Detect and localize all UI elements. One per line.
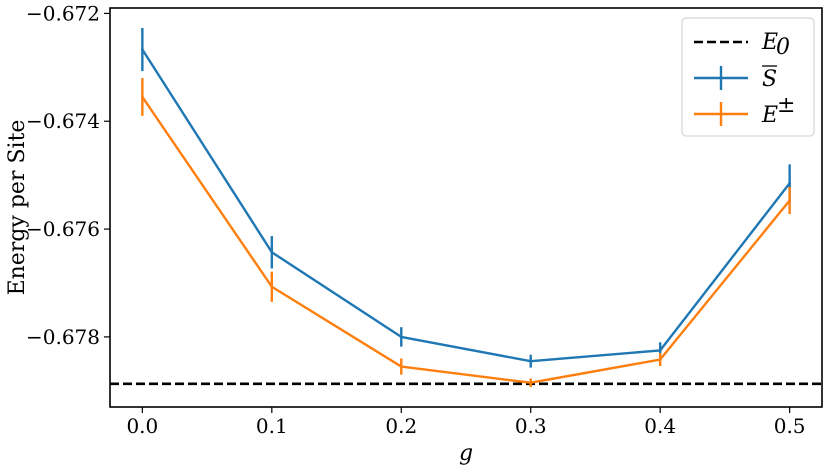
legend-label-reference: E: [761, 30, 778, 55]
axes: 0.0 0.1 0.2 0.3 0.4 0.5 −0.672 −0.674 −0.676 −0.6…: [5, 1, 823, 466]
legend-label-sup-1: ±: [777, 93, 795, 118]
y-tick-label: −0.674: [26, 109, 100, 133]
legend-label-series-1: E: [761, 103, 778, 128]
series-line-1: [141, 96, 791, 384]
y-tick-label: −0.672: [26, 1, 100, 25]
data-point-0-0: [140, 48, 144, 51]
x-tick-label: 0.5: [774, 414, 806, 438]
x-tick-label: 0.3: [515, 414, 547, 438]
legend-label-reference-sub: 0: [776, 35, 790, 60]
data-point-0-2: [399, 335, 403, 339]
plot-content: [110, 27, 822, 388]
series-line-0: [141, 48, 791, 363]
x-axis-label: g: [459, 441, 473, 466]
data-point-1-2: [399, 365, 403, 368]
plot-frame: [109, 7, 823, 408]
data-point-1-4: [658, 358, 662, 361]
y-tick-label: −0.678: [26, 325, 100, 349]
data-point-0-4: [658, 348, 662, 352]
y-axis-label: Energy per Site: [5, 120, 30, 296]
data-point-0-3: [529, 359, 533, 363]
y-tick-label: −0.676: [26, 217, 100, 241]
data-point-1-5: [788, 199, 792, 202]
legend-label-series-0: S: [762, 67, 777, 92]
x-tick-label: 0.2: [385, 414, 417, 438]
data-point-1-0: [140, 95, 144, 99]
data-point-1-1: [270, 285, 274, 289]
data-point-0-1: [270, 250, 274, 254]
data-point-0-5: [788, 181, 792, 185]
data-point-1-3: [529, 381, 533, 385]
x-tick-label: 0.0: [126, 414, 158, 438]
x-tick-label: 0.4: [644, 414, 676, 438]
x-tick-label: 0.1: [256, 414, 288, 438]
